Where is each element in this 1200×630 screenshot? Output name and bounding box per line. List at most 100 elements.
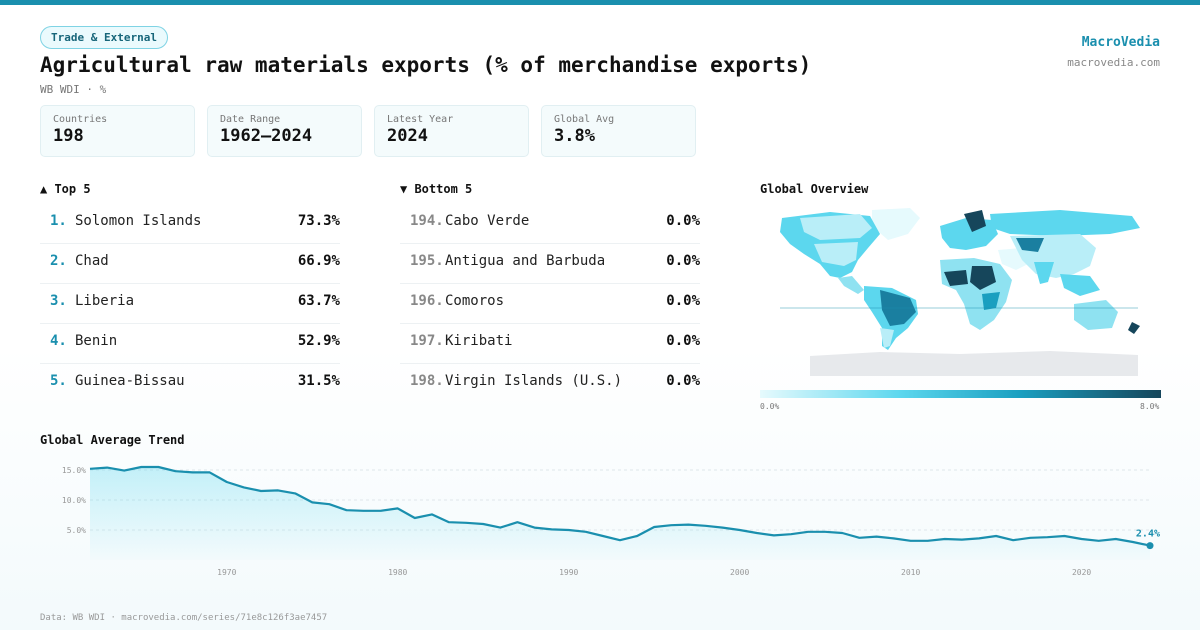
map-region-pacific-islands <box>1128 322 1140 334</box>
trend-heading: Global Average Trend <box>40 433 185 447</box>
x-tick-label: 2010 <box>901 568 920 577</box>
list-item[interactable]: 4. Benin 52.9% <box>40 324 340 364</box>
stat-date-range: Date Range 1962–2024 <box>207 105 362 157</box>
trend-point <box>585 531 587 533</box>
list-item[interactable]: 3. Liberia 63.7% <box>40 284 340 324</box>
country-name: Kiribati <box>445 333 513 349</box>
country-value: 0.0% <box>666 373 700 389</box>
trend-point <box>961 539 963 541</box>
list-item[interactable]: 5. Guinea-Bissau 31.5% <box>40 364 340 404</box>
stat-latest-year: Latest Year 2024 <box>374 105 529 157</box>
trend-point <box>551 528 553 530</box>
trend-point <box>534 527 536 529</box>
country-value: 0.0% <box>666 293 700 309</box>
country-value: 31.5% <box>297 373 340 389</box>
list-item[interactable]: 197. Kiribati 0.0% <box>400 324 700 364</box>
stat-label: Global Avg <box>554 114 615 125</box>
trend-point <box>106 467 108 469</box>
list-item[interactable]: 196. Comoros 0.0% <box>400 284 700 324</box>
list-item[interactable]: 198. Virgin Islands (U.S.) 0.0% <box>400 364 700 404</box>
map-region-canada <box>800 214 872 240</box>
country-name: Guinea-Bissau <box>75 373 185 389</box>
trend-point <box>790 533 792 535</box>
y-tick-label: 5.0% <box>67 526 86 535</box>
map-region-central-america <box>838 276 864 294</box>
map-region-scandinavia <box>964 210 986 232</box>
trend-line <box>89 465 1151 547</box>
country-name: Comoros <box>445 293 505 309</box>
trend-point <box>858 537 860 539</box>
trend-point <box>1029 537 1031 539</box>
top5-heading: ▲ Top 5 <box>40 182 91 196</box>
trend-point <box>1046 536 1048 538</box>
rank-number: 3. <box>50 293 67 309</box>
trend-point <box>465 522 467 524</box>
trend-point <box>944 538 946 540</box>
map-region-greenland <box>872 208 920 240</box>
rank-number: 196. <box>410 293 444 309</box>
x-tick-label: 2020 <box>1072 568 1091 577</box>
trend-last-label: 2.4% <box>1136 529 1160 540</box>
trend-point <box>602 535 604 537</box>
brand-name[interactable]: MacroVedia <box>1081 35 1160 50</box>
category-tag[interactable]: Trade & External <box>40 26 168 49</box>
map-region-russia <box>990 210 1140 236</box>
x-tick-label: 1970 <box>217 568 236 577</box>
trend-point <box>448 521 450 523</box>
trend-point <box>978 537 980 539</box>
rank-number: 5. <box>50 373 67 389</box>
x-tick-label: 1990 <box>559 568 578 577</box>
x-tick-label: 1980 <box>388 568 407 577</box>
y-tick-label: 15.0% <box>62 466 86 475</box>
list-item[interactable]: 1. Solomon Islands 73.3% <box>40 204 340 244</box>
stat-label: Latest Year <box>387 114 454 125</box>
trend-y-axis: 5.0% 10.0% 15.0% <box>62 466 86 535</box>
map-heading: Global Overview <box>760 182 869 196</box>
trend-point <box>1064 535 1066 537</box>
list-item[interactable]: 195. Antigua and Barbuda 0.0% <box>400 244 700 284</box>
trend-point <box>192 471 194 473</box>
trend-point <box>841 532 843 534</box>
trend-point <box>670 524 672 526</box>
trend-point <box>174 470 176 472</box>
footer-source: Data: WB WDI · macrovedia.com/series/71e… <box>40 613 328 623</box>
trend-x-axis: 1970 1980 1990 2000 2010 2020 <box>217 568 1091 577</box>
trend-point <box>363 510 365 512</box>
x-tick-label: 2000 <box>730 568 749 577</box>
stat-value: 2024 <box>387 126 428 146</box>
list-item[interactable]: 194. Cabo Verde 0.0% <box>400 204 700 244</box>
map-legend-min: 0.0% <box>760 402 780 411</box>
stat-value: 3.8% <box>554 126 595 146</box>
country-value: 0.0% <box>666 253 700 269</box>
trend-point <box>927 540 929 542</box>
trend-point <box>277 489 279 491</box>
bottom5-heading: ▼ Bottom 5 <box>400 182 473 196</box>
stat-countries: Countries 198 <box>40 105 195 157</box>
rank-number: 1. <box>50 213 67 229</box>
trend-point <box>893 537 895 539</box>
trend-point <box>704 525 706 527</box>
country-value: 0.0% <box>666 213 700 229</box>
trend-point <box>294 492 296 494</box>
trend-point <box>636 535 638 537</box>
rank-number: 194. <box>410 213 444 229</box>
bottom5-list: 194. Cabo Verde 0.0% 195. Antigua and Ba… <box>400 204 700 404</box>
rank-number: 195. <box>410 253 444 269</box>
list-item[interactable]: 2. Chad 66.9% <box>40 244 340 284</box>
trend-point <box>328 503 330 505</box>
trend-point <box>123 470 125 472</box>
trend-point <box>397 507 399 509</box>
trend-point <box>499 527 501 529</box>
world-map[interactable] <box>760 204 1160 384</box>
trend-area <box>90 467 1150 560</box>
trend-last-point[interactable] <box>1146 542 1154 550</box>
world-map-svg <box>780 208 1140 376</box>
trend-point <box>1012 539 1014 541</box>
rank-number: 4. <box>50 333 67 349</box>
trend-point <box>516 521 518 523</box>
trend-point <box>209 471 211 473</box>
trend-chart[interactable]: 1970 1980 1990 2000 2010 2020 5.0%10.0%15.0% … <box>0 455 1200 585</box>
country-name: Cabo Verde <box>445 213 530 229</box>
trend-point <box>1098 540 1100 542</box>
brand-site[interactable]: macrovedia.com <box>1067 56 1160 69</box>
